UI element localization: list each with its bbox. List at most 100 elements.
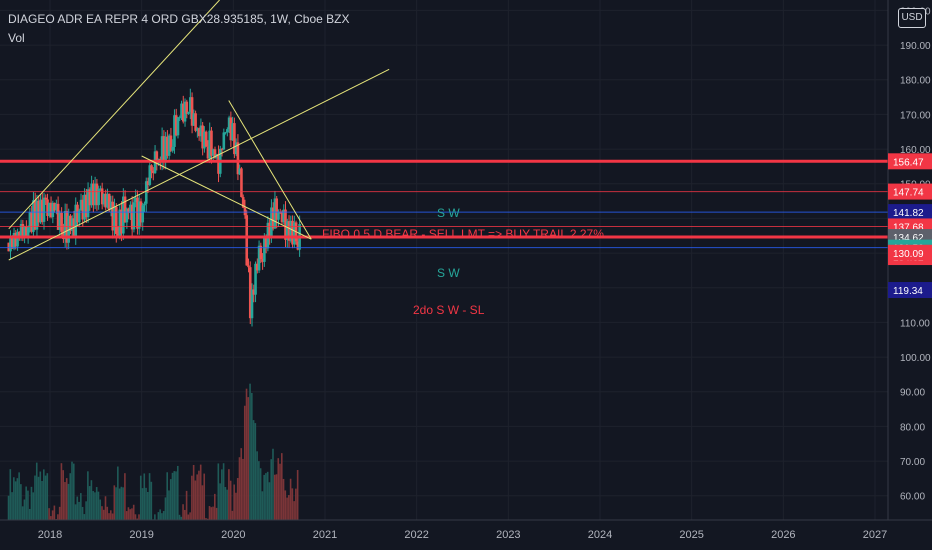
volume-bar <box>32 492 35 520</box>
volume-bar <box>226 489 228 520</box>
candle-body <box>99 188 102 190</box>
candle-body <box>296 241 300 250</box>
candle-body <box>169 135 173 151</box>
candle-body <box>134 197 137 203</box>
candle-body <box>81 199 85 220</box>
price-tick-label: 180.00 <box>900 76 931 87</box>
volume-bar <box>41 480 43 520</box>
volume-bar <box>242 458 244 520</box>
time-tick-label: 2025 <box>679 529 703 541</box>
candle-body <box>7 242 11 252</box>
volume-bar <box>228 469 230 520</box>
candle-body <box>204 131 208 147</box>
candle-body <box>236 142 240 175</box>
volume-bar <box>150 481 153 520</box>
candle-body <box>23 226 26 239</box>
candle-body <box>271 207 275 229</box>
candle-body <box>152 170 155 174</box>
candle-body <box>85 194 88 218</box>
candle-body <box>92 183 95 206</box>
volume-bar <box>108 513 110 520</box>
volume-bar <box>280 453 283 520</box>
candle-body <box>55 203 58 211</box>
price-tick-label: 60.00 <box>900 492 925 503</box>
candle-body <box>252 289 256 295</box>
candle-body <box>150 165 153 171</box>
time-tick-label: 2019 <box>129 529 153 541</box>
candle-body <box>243 207 247 216</box>
candle-body <box>122 196 125 234</box>
candle-body <box>190 97 194 126</box>
price-label-bg <box>888 183 932 200</box>
volume-bar <box>263 474 265 520</box>
volume-bar <box>233 484 235 520</box>
volume-bar <box>122 487 124 520</box>
candle-body <box>16 231 19 247</box>
candle-body <box>162 136 166 162</box>
candle-body <box>148 165 152 185</box>
volume-bar <box>51 510 54 520</box>
volume-bar <box>171 472 174 520</box>
candle-body <box>102 193 106 205</box>
volume-bar <box>80 493 82 520</box>
volume-bar <box>94 492 96 520</box>
candle-body <box>229 117 233 141</box>
volume-bar <box>224 487 227 520</box>
candle-body <box>273 198 277 229</box>
candle-body <box>211 149 215 156</box>
currency-button[interactable]: USD <box>898 8 926 28</box>
volume-bar <box>168 490 170 520</box>
candle-body <box>268 222 271 238</box>
candle-body <box>32 200 35 232</box>
volume-bar <box>143 473 146 520</box>
candle-body <box>88 189 92 206</box>
candle-body <box>30 212 33 232</box>
volume-bar <box>185 490 188 520</box>
volume-bar <box>162 511 165 520</box>
volume-bar <box>265 473 267 520</box>
time-tick-label: 2021 <box>313 529 337 541</box>
volume-bar <box>182 504 184 520</box>
candle-body <box>97 188 100 206</box>
candle-body <box>106 193 109 208</box>
candle-body <box>12 232 16 249</box>
candle-body <box>203 131 206 149</box>
volume-bar <box>88 486 91 520</box>
volume-bar <box>34 475 36 520</box>
volume-bar <box>104 496 107 520</box>
volume-bar <box>166 472 169 520</box>
volume-bar <box>46 473 49 520</box>
volume-bar <box>11 492 13 520</box>
volume-bar <box>69 473 72 520</box>
candle-body <box>166 136 169 156</box>
volume-bar <box>65 478 68 520</box>
candle-body <box>120 209 123 234</box>
candle-body <box>256 263 259 271</box>
volume-bar <box>27 490 29 520</box>
volume-bar <box>169 479 172 520</box>
candle-body <box>42 197 46 222</box>
volume-bar <box>95 487 98 520</box>
time-tick-label: 2026 <box>771 529 795 541</box>
volume-bar <box>74 504 77 520</box>
volume-bar <box>199 464 202 520</box>
volume-bar <box>118 488 121 520</box>
candle-body <box>109 201 113 210</box>
price-label-bg <box>888 204 932 221</box>
volume-bar <box>127 507 130 520</box>
volume-bar <box>187 514 190 520</box>
candle-body <box>155 151 159 164</box>
candle-body <box>164 136 167 162</box>
volume-bar <box>85 501 87 520</box>
volume-bar <box>208 506 211 520</box>
volume-bar <box>16 478 19 520</box>
volume-bar <box>288 495 290 520</box>
volume-bar <box>20 484 22 520</box>
volume-bar <box>259 468 262 520</box>
candle-body <box>129 204 132 213</box>
volume-bar <box>249 383 251 520</box>
volume-bar <box>106 506 109 520</box>
candle-body <box>26 227 30 239</box>
volume-bar <box>176 465 179 520</box>
